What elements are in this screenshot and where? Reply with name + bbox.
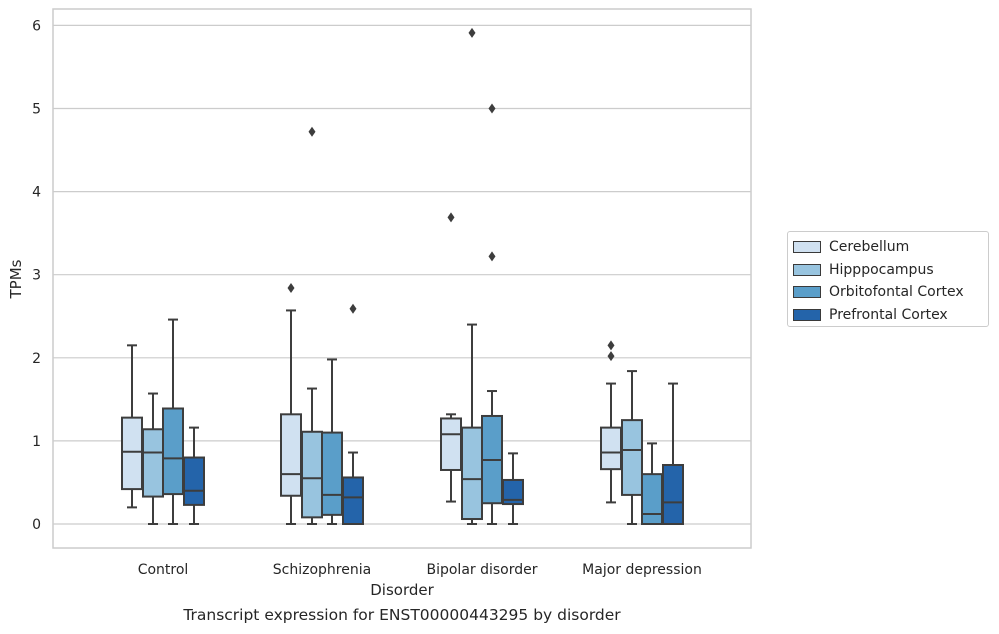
box-prefrontal-cortex [502, 452, 524, 525]
plot-frame [52, 8, 752, 549]
x-tick-label: Control [138, 562, 189, 578]
legend-swatch [793, 308, 821, 321]
y-tick-label: 3 [32, 268, 41, 284]
y-tick-label: 6 [32, 18, 41, 34]
box-hipppocampus [621, 370, 643, 525]
box [280, 413, 302, 497]
legend-label: Hipppocampus [829, 261, 934, 278]
x-tick-label: Bipolar disorder [426, 562, 537, 578]
y-tick-label: 1 [32, 434, 41, 450]
outlier-point [488, 103, 496, 114]
x-axis-label: Disorder [370, 581, 434, 599]
outlier-point [287, 282, 295, 293]
legend-swatch [793, 241, 821, 254]
x-tick-label: Major depression [582, 562, 702, 578]
box-cerebellum [440, 212, 462, 503]
x-tick-label: Schizophrenia [273, 562, 371, 578]
outlier-point [308, 126, 316, 137]
box-prefrontal-cortex [342, 303, 364, 525]
y-tick-label: 4 [32, 185, 41, 201]
box-hipppocampus [461, 27, 483, 525]
box [600, 426, 622, 471]
box-hipppocampus [142, 392, 164, 525]
box-prefrontal-cortex [183, 426, 205, 525]
box [461, 426, 483, 521]
legend-label: Prefrontal Cortex [829, 306, 948, 323]
chart-caption: Transcript expression for ENST0000044329… [183, 606, 621, 624]
y-tick-label: 5 [32, 102, 41, 118]
box-orbitofontal-cortex [641, 442, 663, 526]
legend-swatch [793, 286, 821, 299]
box [342, 476, 364, 525]
y-tick-label: 2 [32, 351, 41, 367]
box-orbitofontal-cortex [481, 103, 503, 525]
legend-item: Orbitofontal Cortex [792, 281, 988, 304]
y-axis-label: TPMs [7, 259, 25, 299]
outlier-point [607, 340, 615, 351]
box [662, 463, 684, 525]
outlier-point [447, 212, 455, 223]
box [162, 407, 184, 496]
box-cerebellum [121, 344, 143, 509]
y-tick-label: 0 [32, 517, 41, 533]
box-cerebellum [280, 282, 302, 525]
box [621, 419, 643, 496]
box [301, 430, 323, 519]
axes: 0 1 2 3 4 5 6 Control Schizophrenia Bipolar disor… [32, 8, 752, 578]
legend-item: Hipppocampus [792, 259, 988, 282]
box [641, 473, 663, 526]
outlier-point [488, 251, 496, 262]
legend-item: Prefrontal Cortex [792, 304, 988, 327]
box-cerebellum [600, 340, 622, 504]
box [121, 416, 143, 491]
legend: Cerebellum Hipppocampus Orbitofontal Corte… [787, 231, 989, 327]
box [502, 478, 524, 506]
box-prefrontal-cortex [662, 382, 684, 525]
outlier-point [468, 27, 476, 38]
legend-swatch [793, 263, 821, 276]
box [183, 456, 205, 506]
legend-label: Orbitofontal Cortex [829, 284, 964, 301]
legend-label: Cerebellum [829, 239, 910, 256]
outlier-point [607, 351, 615, 362]
box [321, 431, 343, 516]
box [142, 428, 164, 498]
box [440, 417, 462, 471]
outlier-point [349, 303, 357, 314]
box-layer [121, 27, 684, 526]
box-orbitofontal-cortex [162, 318, 184, 525]
box-orbitofontal-cortex [321, 358, 343, 525]
legend-item: Cerebellum [792, 236, 988, 259]
box-hipppocampus [301, 126, 323, 525]
